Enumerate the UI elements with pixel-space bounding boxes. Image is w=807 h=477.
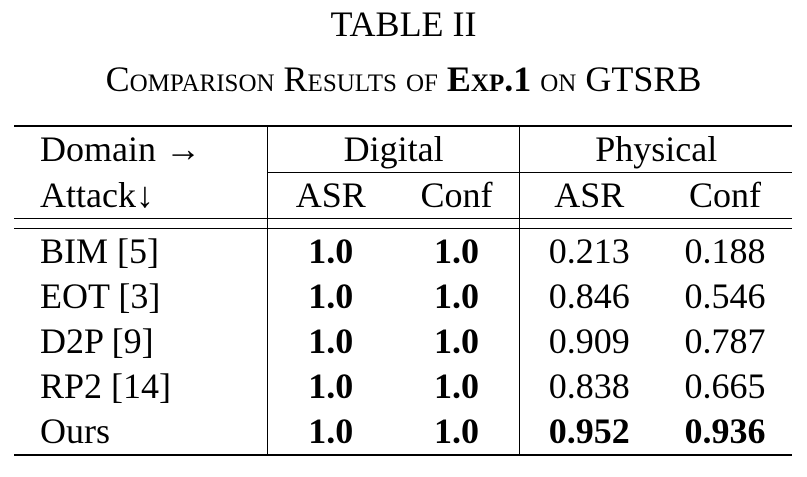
physical-asr-cell: 0.909 <box>548 321 630 361</box>
physical-asr-cell: 0.213 <box>548 231 630 271</box>
table-row: RP2 [14] 1.0 1.0 0.838 0.665 <box>14 364 792 409</box>
method-cell: BIM [5] <box>14 228 268 274</box>
header-row-metrics: Attack↓ ASR Conf ASR Conf <box>14 172 792 219</box>
table-caption: Comparison Results of Exp.1 on GTSRB <box>0 57 807 101</box>
table-number: TABLE II <box>330 4 477 44</box>
caption-experiment: Exp.1 <box>446 59 532 99</box>
attack-header: Attack↓ <box>14 172 268 219</box>
digital-conf-cell: 1.0 <box>393 228 521 274</box>
physical-conf-cell: 0.787 <box>684 321 766 361</box>
method-cell: EOT [3] <box>14 274 268 319</box>
table-row: EOT [3] 1.0 1.0 0.846 0.546 <box>14 274 792 319</box>
table-row: BIM [5] 1.0 1.0 0.213 0.188 <box>14 228 792 274</box>
digital-asr-header: ASR <box>295 175 366 215</box>
digital-conf-cell: 1.0 <box>393 364 521 409</box>
physical-conf-header: Conf <box>689 175 762 215</box>
digital-conf-cell: 1.0 <box>393 319 521 364</box>
digital-asr-cell: 1.0 <box>308 231 354 271</box>
caption-suffix: on GTSRB <box>540 59 702 99</box>
table-row: D2P [9] 1.0 1.0 0.909 0.787 <box>14 319 792 364</box>
physical-asr-cell: 0.846 <box>548 276 630 316</box>
results-table: Domain → Digital Physical Attack↓ ASR Co… <box>14 125 792 456</box>
header-row-domain: Domain → Digital Physical <box>14 125 792 173</box>
digital-conf-cell: 1.0 <box>393 274 521 319</box>
physical-conf-cell: 0.188 <box>684 231 766 271</box>
digital-asr-cell: 1.0 <box>308 276 354 316</box>
digital-asr-cell: 1.0 <box>308 366 354 406</box>
digital-conf-header: Conf <box>393 172 521 219</box>
header-separator <box>14 218 792 229</box>
digital-asr-cell: 1.0 <box>267 409 394 456</box>
physical-asr-cell: 0.952 <box>519 409 659 456</box>
method-cell: D2P [9] <box>14 319 268 364</box>
physical-asr-header: ASR <box>554 175 625 215</box>
caption-prefix: Comparison Results of <box>105 59 438 99</box>
digital-asr-cell: 1.0 <box>308 321 354 361</box>
physical-asr-cell: 0.838 <box>548 366 630 406</box>
digital-group-header: Digital <box>267 125 521 173</box>
physical-conf-cell: 0.546 <box>684 276 766 316</box>
digital-conf-cell: 1.0 <box>393 409 521 456</box>
physical-conf-cell: 0.665 <box>684 366 766 406</box>
method-cell: RP2 [14] <box>14 364 268 409</box>
domain-header: Domain → <box>14 125 268 173</box>
physical-conf-cell: 0.936 <box>658 409 792 456</box>
table-row: Ours 1.0 1.0 0.952 0.936 <box>14 409 792 456</box>
physical-group-header: Physical <box>519 125 792 173</box>
method-cell: Ours <box>14 409 268 456</box>
